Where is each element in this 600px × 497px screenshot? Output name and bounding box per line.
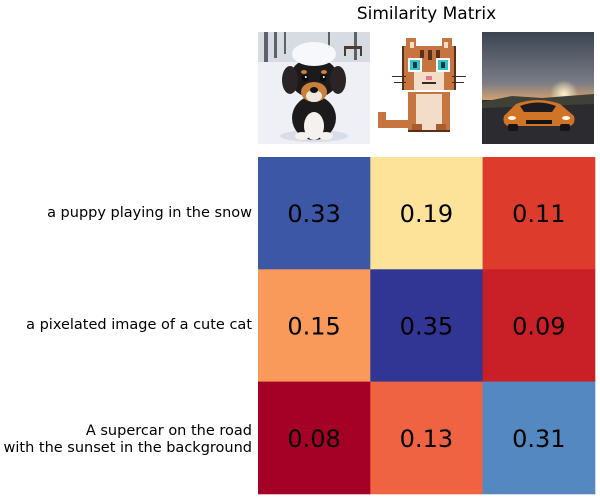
car-image <box>482 32 594 144</box>
row-label-line: A supercar on the road <box>85 423 252 439</box>
puppy-image <box>258 32 370 144</box>
heatmap-cell <box>482 157 596 270</box>
heatmap-value-label: 0.19 <box>400 200 453 228</box>
heatmap-cell <box>258 269 371 382</box>
heatmap-cell <box>370 157 483 270</box>
heatmap-value-label: 0.09 <box>512 312 565 340</box>
row-label-cat: a pixelated image of a cute cat <box>26 317 252 334</box>
heatmap-cell <box>370 381 483 495</box>
row-label-car: A supercar on the road with the sunset i… <box>4 423 252 457</box>
heatmap-value-label: 0.31 <box>512 425 565 453</box>
row-label-puppy: a puppy playing in the snow <box>47 205 252 222</box>
heatmap-value-label: 0.33 <box>287 200 340 228</box>
heatmap-value-label: 0.13 <box>400 425 453 453</box>
heatmap-value-label: 0.11 <box>512 200 565 228</box>
heatmap-cell <box>482 269 596 382</box>
cat-image <box>370 32 482 144</box>
row-label-line: a puppy playing in the snow <box>47 205 252 221</box>
heatmap-value-label: 0.08 <box>287 425 340 453</box>
row-label-line: a pixelated image of a cute cat <box>26 317 252 333</box>
heatmap-value-label: 0.35 <box>400 312 453 340</box>
heatmap-cell <box>258 381 371 495</box>
row-label-line: with the sunset in the background <box>3 440 252 456</box>
chart-title: Similarity Matrix <box>356 4 497 24</box>
heatmap-value-label: 0.15 <box>287 312 340 340</box>
heatmap-cell <box>258 157 371 270</box>
heatmap-cell <box>370 269 483 382</box>
heatmap-cell <box>482 381 596 495</box>
